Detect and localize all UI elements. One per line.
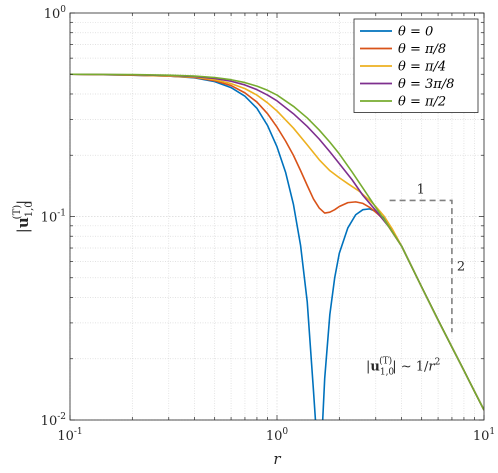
series-line-4 xyxy=(70,73,484,411)
y-label-sup: (T) xyxy=(12,205,23,220)
y-axis-label: |u1,0(T)| xyxy=(12,200,35,233)
slope-rise-label: 2 xyxy=(457,259,465,274)
asymptote-annotation: |u1,0(T)| ∼ 1/r2 xyxy=(366,356,440,378)
legend-label: θ = π/4 xyxy=(398,60,446,75)
y-label-sub: 1,0 xyxy=(24,201,35,217)
legend-label: θ = π/2 xyxy=(398,95,446,110)
legend-label: θ = 3π/8 xyxy=(398,77,454,92)
x-axis-label: r xyxy=(273,450,281,468)
slope-triangle: 12 xyxy=(389,182,465,333)
series-layer xyxy=(70,73,484,420)
y-label-bar: | xyxy=(14,200,32,205)
svg-text:|u1,0(T)| ∼ 1/r2: |u1,0(T)| ∼ 1/r2 xyxy=(366,356,440,378)
y-label-u: u xyxy=(14,217,32,228)
legend: θ = 0 θ = π/8 θ = π/4 θ = 3π/8 θ = π/2 xyxy=(353,18,479,113)
svg-text:|u1,0(T)|: |u1,0(T)| xyxy=(12,200,35,233)
slope-triangle-legs xyxy=(389,199,453,333)
x-tick-label: 10-1 xyxy=(57,427,82,444)
slope-run-label: 1 xyxy=(417,182,425,197)
y-label-main: | xyxy=(14,228,32,233)
y-tick-label: 100 xyxy=(44,5,67,22)
legend-label: θ = π/8 xyxy=(398,42,446,57)
legend-label: θ = 0 xyxy=(398,25,433,40)
x-tick-label: 101 xyxy=(473,427,495,444)
y-tick-label: 10-1 xyxy=(41,209,66,226)
y-tick-label: 10-2 xyxy=(41,412,66,429)
x-tick-label: 100 xyxy=(266,427,289,444)
